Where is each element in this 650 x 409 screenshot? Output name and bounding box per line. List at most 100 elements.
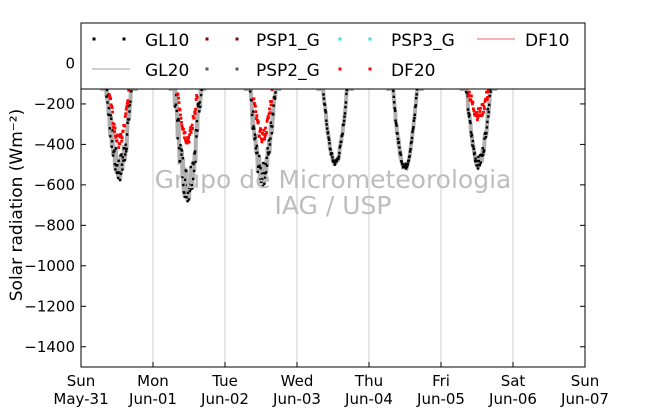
x-tick-label: Tue bbox=[211, 372, 238, 390]
df20-point bbox=[190, 123, 194, 127]
gl10-point bbox=[322, 97, 326, 100]
df20-point bbox=[183, 131, 187, 134]
gl10-point bbox=[339, 144, 342, 147]
gl10-point bbox=[395, 124, 398, 127]
gl10-point bbox=[194, 160, 197, 164]
df20-point bbox=[188, 129, 192, 132]
gl10-point bbox=[466, 92, 469, 95]
gl10-point bbox=[488, 103, 491, 107]
df20-point bbox=[194, 107, 197, 111]
x-tick-label: Sat bbox=[501, 372, 526, 390]
gl10-point bbox=[325, 119, 328, 122]
watermark-line-2: IAG / USP bbox=[275, 191, 392, 220]
gl10-point bbox=[263, 182, 266, 185]
gl10-point bbox=[415, 93, 418, 96]
df20-point bbox=[114, 135, 118, 139]
gl10-point bbox=[189, 165, 192, 169]
df20-point bbox=[187, 140, 191, 144]
df20-point bbox=[184, 138, 187, 142]
df20-point bbox=[177, 96, 180, 100]
gl10-point bbox=[327, 138, 331, 141]
gl10-point bbox=[106, 101, 109, 104]
df20-point bbox=[124, 112, 128, 116]
df20-point bbox=[178, 108, 182, 112]
df20-point bbox=[262, 132, 265, 136]
gl10-point bbox=[108, 113, 111, 117]
df20-point bbox=[481, 113, 484, 116]
df20-point bbox=[269, 103, 273, 107]
df20-point bbox=[189, 126, 192, 129]
gl20-trace bbox=[316, 87, 354, 166]
gl10-point bbox=[485, 132, 488, 135]
gl10-point bbox=[114, 147, 118, 150]
gl10-point bbox=[129, 100, 132, 103]
df20-point bbox=[267, 116, 270, 120]
gl10-point bbox=[118, 178, 122, 182]
gl10-point bbox=[183, 195, 186, 199]
x-tick-label: Mon bbox=[137, 372, 169, 390]
gl10-point bbox=[254, 136, 257, 139]
gl10-point bbox=[124, 153, 127, 156]
gl10-point bbox=[190, 184, 193, 187]
gl10-point bbox=[197, 105, 200, 108]
df20-point bbox=[116, 134, 120, 137]
gl10-point bbox=[258, 164, 261, 168]
legend-swatch bbox=[368, 37, 372, 41]
gl10-point bbox=[193, 150, 197, 153]
df20-point bbox=[195, 95, 199, 99]
gl10-point bbox=[405, 165, 409, 169]
gl10-point bbox=[404, 167, 408, 170]
legend-swatch bbox=[205, 37, 209, 41]
gl10-point bbox=[258, 178, 262, 181]
gl10-point bbox=[413, 113, 416, 116]
gl10-point bbox=[396, 132, 399, 135]
gl10-point bbox=[176, 137, 179, 140]
df20-point bbox=[479, 106, 482, 110]
df20-point bbox=[182, 127, 185, 131]
gl10-point bbox=[113, 149, 116, 152]
gl10-point bbox=[181, 157, 185, 160]
gl10-point bbox=[409, 148, 412, 151]
gl10-point bbox=[110, 145, 113, 148]
gl10-point bbox=[187, 198, 191, 201]
df20-point bbox=[194, 98, 198, 101]
x-tick-label: Jun-07 bbox=[560, 390, 609, 408]
gl10-point bbox=[254, 147, 258, 150]
df20-point bbox=[115, 139, 119, 143]
gl10-point bbox=[130, 90, 133, 93]
gl10-point bbox=[333, 160, 336, 163]
df20-point bbox=[470, 94, 473, 98]
watermark: Grupo de Micrometeorologia IAG / USP bbox=[155, 165, 512, 220]
gl10-point bbox=[173, 105, 177, 108]
gl10-point bbox=[191, 161, 194, 164]
gl10-point bbox=[472, 147, 475, 151]
gl10-point bbox=[117, 159, 120, 162]
gl10-point bbox=[475, 160, 479, 163]
gl10-point bbox=[411, 128, 415, 131]
gl10-point bbox=[469, 121, 472, 125]
gl10-point bbox=[482, 150, 485, 153]
gl10-point bbox=[262, 161, 265, 165]
df20-point bbox=[191, 114, 195, 118]
df20-point bbox=[467, 93, 471, 97]
y-tick-label: −1000 bbox=[24, 257, 75, 275]
df20-point bbox=[126, 99, 130, 103]
gl10-point bbox=[125, 147, 128, 150]
gl10-point bbox=[486, 107, 489, 111]
gl10-point bbox=[263, 172, 266, 176]
gl10-point bbox=[345, 88, 349, 92]
gl10-point bbox=[269, 121, 273, 124]
df20-point bbox=[183, 136, 186, 140]
gl10-point bbox=[392, 95, 395, 98]
gl10-point bbox=[116, 164, 119, 167]
df20-point bbox=[266, 117, 269, 121]
gl10-point bbox=[178, 159, 182, 163]
df20-point bbox=[195, 94, 198, 97]
legend-label: PSP3_G bbox=[391, 31, 455, 51]
df20-point bbox=[254, 104, 257, 108]
gl10-point bbox=[255, 144, 258, 148]
legend-swatch bbox=[235, 37, 239, 41]
gl10-point bbox=[401, 163, 404, 166]
gl10-point bbox=[268, 143, 272, 146]
gl10-point bbox=[185, 183, 189, 187]
